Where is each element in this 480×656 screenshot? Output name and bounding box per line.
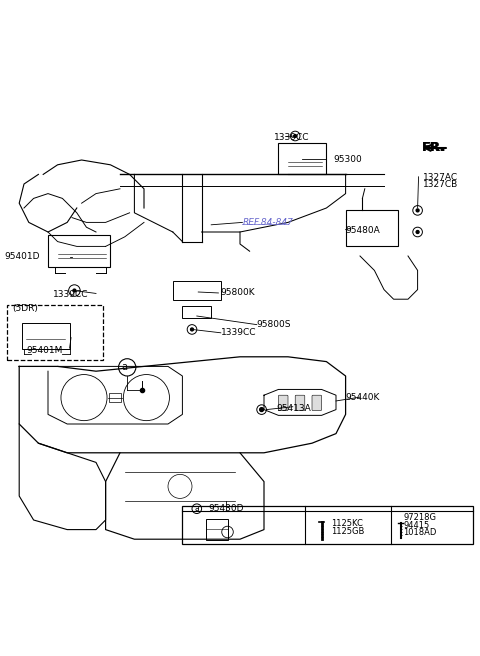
Text: FR.: FR.	[421, 140, 446, 154]
Text: 97218G: 97218G	[403, 513, 436, 522]
FancyBboxPatch shape	[182, 506, 473, 544]
Text: 95800K: 95800K	[221, 289, 255, 297]
Text: 95300: 95300	[334, 155, 362, 165]
Text: 1339CC: 1339CC	[53, 290, 88, 299]
Text: 1018AD: 1018AD	[403, 529, 437, 537]
Text: 95480A: 95480A	[346, 226, 380, 235]
FancyBboxPatch shape	[7, 305, 103, 359]
Text: 1327AC: 1327AC	[423, 173, 458, 182]
Circle shape	[294, 134, 297, 138]
FancyBboxPatch shape	[48, 236, 110, 266]
Text: 95401D: 95401D	[5, 253, 40, 262]
FancyBboxPatch shape	[312, 395, 322, 411]
FancyBboxPatch shape	[22, 323, 70, 349]
Text: a: a	[194, 504, 199, 513]
Text: 1125GB: 1125GB	[331, 527, 365, 537]
Text: 1125KC: 1125KC	[331, 520, 363, 528]
Text: 1327CB: 1327CB	[423, 180, 458, 190]
Circle shape	[73, 289, 76, 292]
Text: 95401M: 95401M	[26, 346, 63, 355]
FancyBboxPatch shape	[206, 518, 228, 540]
Text: a: a	[121, 362, 127, 373]
Text: 94415: 94415	[403, 521, 430, 530]
Text: 95413A: 95413A	[276, 403, 311, 413]
FancyBboxPatch shape	[278, 143, 326, 174]
Text: 95800S: 95800S	[257, 320, 291, 329]
Circle shape	[191, 328, 193, 331]
FancyBboxPatch shape	[295, 395, 305, 411]
Circle shape	[260, 407, 264, 411]
Text: 95440K: 95440K	[346, 393, 380, 401]
Text: FR.: FR.	[421, 140, 444, 154]
Text: (5DR): (5DR)	[12, 304, 38, 314]
Text: REF.84-847: REF.84-847	[242, 218, 293, 227]
Text: 95430D: 95430D	[209, 504, 244, 513]
Text: 1339CC: 1339CC	[274, 133, 309, 142]
FancyBboxPatch shape	[109, 393, 121, 402]
FancyBboxPatch shape	[346, 211, 398, 247]
FancyBboxPatch shape	[278, 395, 288, 411]
FancyBboxPatch shape	[173, 281, 221, 300]
Text: 1339CC: 1339CC	[221, 328, 256, 337]
Circle shape	[416, 230, 419, 234]
FancyBboxPatch shape	[182, 306, 211, 318]
Circle shape	[416, 209, 419, 212]
